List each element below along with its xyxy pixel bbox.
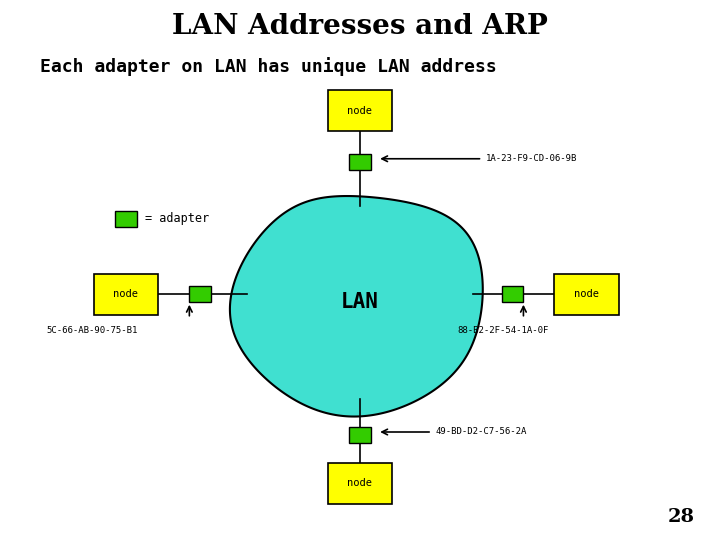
Text: node: node [348, 106, 372, 116]
Text: Each adapter on LAN has unique LAN address: Each adapter on LAN has unique LAN addre… [40, 57, 496, 76]
FancyBboxPatch shape [328, 90, 392, 131]
Text: node: node [114, 289, 138, 299]
Text: LAN Addresses and ARP: LAN Addresses and ARP [172, 14, 548, 40]
Text: node: node [348, 478, 372, 488]
Text: node: node [575, 289, 599, 299]
Text: 5C-66-AB-90-75-B1: 5C-66-AB-90-75-B1 [47, 326, 138, 335]
FancyBboxPatch shape [328, 463, 392, 503]
FancyBboxPatch shape [349, 427, 371, 443]
Text: 49-BD-D2-C7-56-2A: 49-BD-D2-C7-56-2A [436, 428, 527, 436]
FancyBboxPatch shape [554, 274, 619, 314]
Polygon shape [230, 196, 483, 416]
FancyBboxPatch shape [502, 286, 523, 302]
Text: LAN: LAN [341, 292, 379, 313]
FancyBboxPatch shape [94, 274, 158, 314]
FancyBboxPatch shape [349, 154, 371, 170]
Text: 88-B2-2F-54-1A-0F: 88-B2-2F-54-1A-0F [457, 326, 549, 335]
Text: 28: 28 [668, 509, 695, 526]
FancyBboxPatch shape [189, 286, 211, 302]
Text: = adapter: = adapter [145, 212, 210, 225]
Text: 1A-23-F9-CD-06-9B: 1A-23-F9-CD-06-9B [486, 154, 577, 163]
FancyBboxPatch shape [115, 211, 137, 227]
